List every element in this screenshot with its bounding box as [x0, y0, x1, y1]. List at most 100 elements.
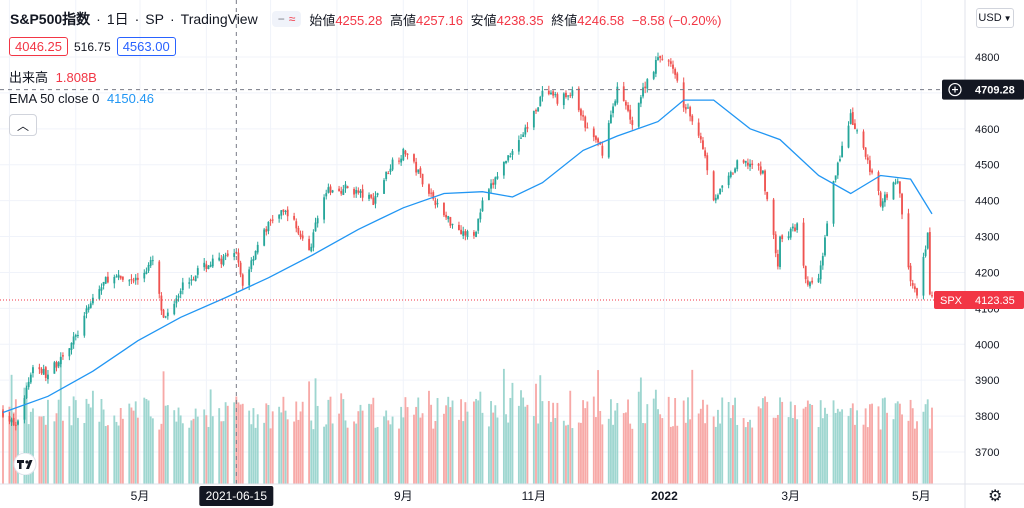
volume-bar [181, 423, 184, 484]
candle-body [134, 277, 137, 281]
candle-body [824, 237, 826, 256]
volume-legend[interactable]: 出来高 1.808B [9, 67, 97, 86]
volume-bar [490, 401, 492, 484]
volume-bar [766, 401, 769, 484]
volume-bar [477, 400, 480, 484]
candle-body [128, 280, 131, 282]
volume-bar [121, 418, 124, 484]
candle-body [2, 410, 4, 417]
volume-bar [550, 421, 552, 484]
volume-bar [250, 424, 253, 484]
volume-bar [609, 399, 612, 484]
volume-label: 出来高 [9, 70, 49, 85]
volume-bar [299, 411, 302, 484]
candle-body [224, 255, 227, 257]
chart-type-toggle[interactable]: − ≈ [271, 11, 302, 27]
volume-bar [374, 427, 377, 484]
volume-bar [749, 419, 751, 484]
candle-body [280, 210, 283, 216]
volume-bar [612, 424, 614, 484]
volume-bar [849, 408, 852, 484]
candle-body [879, 192, 882, 206]
gear-icon[interactable]: ⚙ [988, 488, 1003, 505]
candle-body [344, 184, 347, 189]
volume-bar [209, 389, 212, 484]
volume-bar [265, 403, 268, 484]
change-value: −8.58 (−0.20%) [631, 12, 722, 28]
currency-selector[interactable]: USD ▼ [976, 8, 1014, 28]
spread-value: 516.75 [74, 39, 111, 54]
volume-bar [567, 424, 570, 484]
volume-bar [811, 404, 814, 484]
volume-bar [177, 407, 180, 484]
volume-bar [331, 423, 334, 484]
candle-body [689, 107, 692, 117]
symbol-name[interactable]: S&P500指数 [10, 11, 91, 27]
volume-bar [511, 382, 514, 484]
volume-bar [38, 416, 41, 484]
candle-body [175, 298, 178, 304]
candle-body [102, 281, 105, 286]
tradingview-logo-icon[interactable] [10, 453, 40, 475]
candle-body [55, 361, 58, 368]
volume-bar [732, 405, 734, 484]
candle-body [535, 110, 537, 112]
candle-body [301, 235, 304, 239]
candle-body [746, 162, 749, 166]
volume-bar [338, 413, 340, 484]
candle-body [761, 170, 764, 174]
candle-body [415, 161, 418, 173]
candle-body [802, 222, 805, 266]
candle-body [207, 265, 210, 269]
interval-label[interactable]: 1日 [106, 11, 129, 27]
volume-bar [806, 400, 809, 484]
candle-body [541, 90, 544, 97]
volume-bar [577, 422, 580, 484]
volume-bar [492, 412, 495, 484]
candle-body [794, 227, 796, 232]
candle-body [732, 173, 734, 175]
volume-bar [659, 414, 662, 484]
y-tick-label: 4200 [975, 267, 999, 279]
candle-body [502, 161, 505, 176]
candle-body [774, 234, 777, 254]
volume-bar [42, 416, 45, 484]
candle-body [282, 209, 285, 212]
candle-body [682, 82, 685, 108]
volume-bar [55, 413, 58, 484]
volume-bar [839, 411, 841, 484]
candle-body [12, 417, 15, 426]
candle-body [704, 150, 707, 157]
candle-body [428, 184, 430, 194]
collapse-legend-button[interactable]: ︿ [9, 114, 37, 136]
candle-body [342, 189, 345, 195]
sell-price-box[interactable]: 4046.25 [9, 37, 68, 56]
candle-body [562, 93, 565, 106]
volume-bar [211, 416, 214, 484]
volume-bar [8, 406, 11, 484]
candle-body [864, 147, 867, 157]
volume-bar [413, 414, 415, 484]
candle-body [494, 177, 497, 185]
y-tick-label: 4800 [975, 52, 999, 64]
candle-body [59, 356, 62, 365]
candle-body [834, 175, 837, 180]
candle-body [387, 173, 390, 175]
candle-body [361, 189, 364, 198]
buy-price-box[interactable]: 4563.00 [116, 37, 176, 56]
volume-bar [87, 403, 90, 484]
candle-body [233, 253, 236, 257]
candle-body [329, 186, 332, 193]
volume-bar [854, 424, 856, 484]
candle-body [346, 186, 349, 189]
volume-bar [117, 425, 120, 484]
volume-bar [796, 419, 799, 484]
candle-body [119, 275, 122, 279]
candle-body [712, 171, 715, 201]
ema-legend[interactable]: EMA 50 close 0 4150.46 [9, 91, 154, 106]
volume-bar [717, 409, 719, 484]
volume-bar [293, 421, 296, 484]
volume-bar [434, 421, 437, 484]
volume-bar [218, 408, 221, 484]
